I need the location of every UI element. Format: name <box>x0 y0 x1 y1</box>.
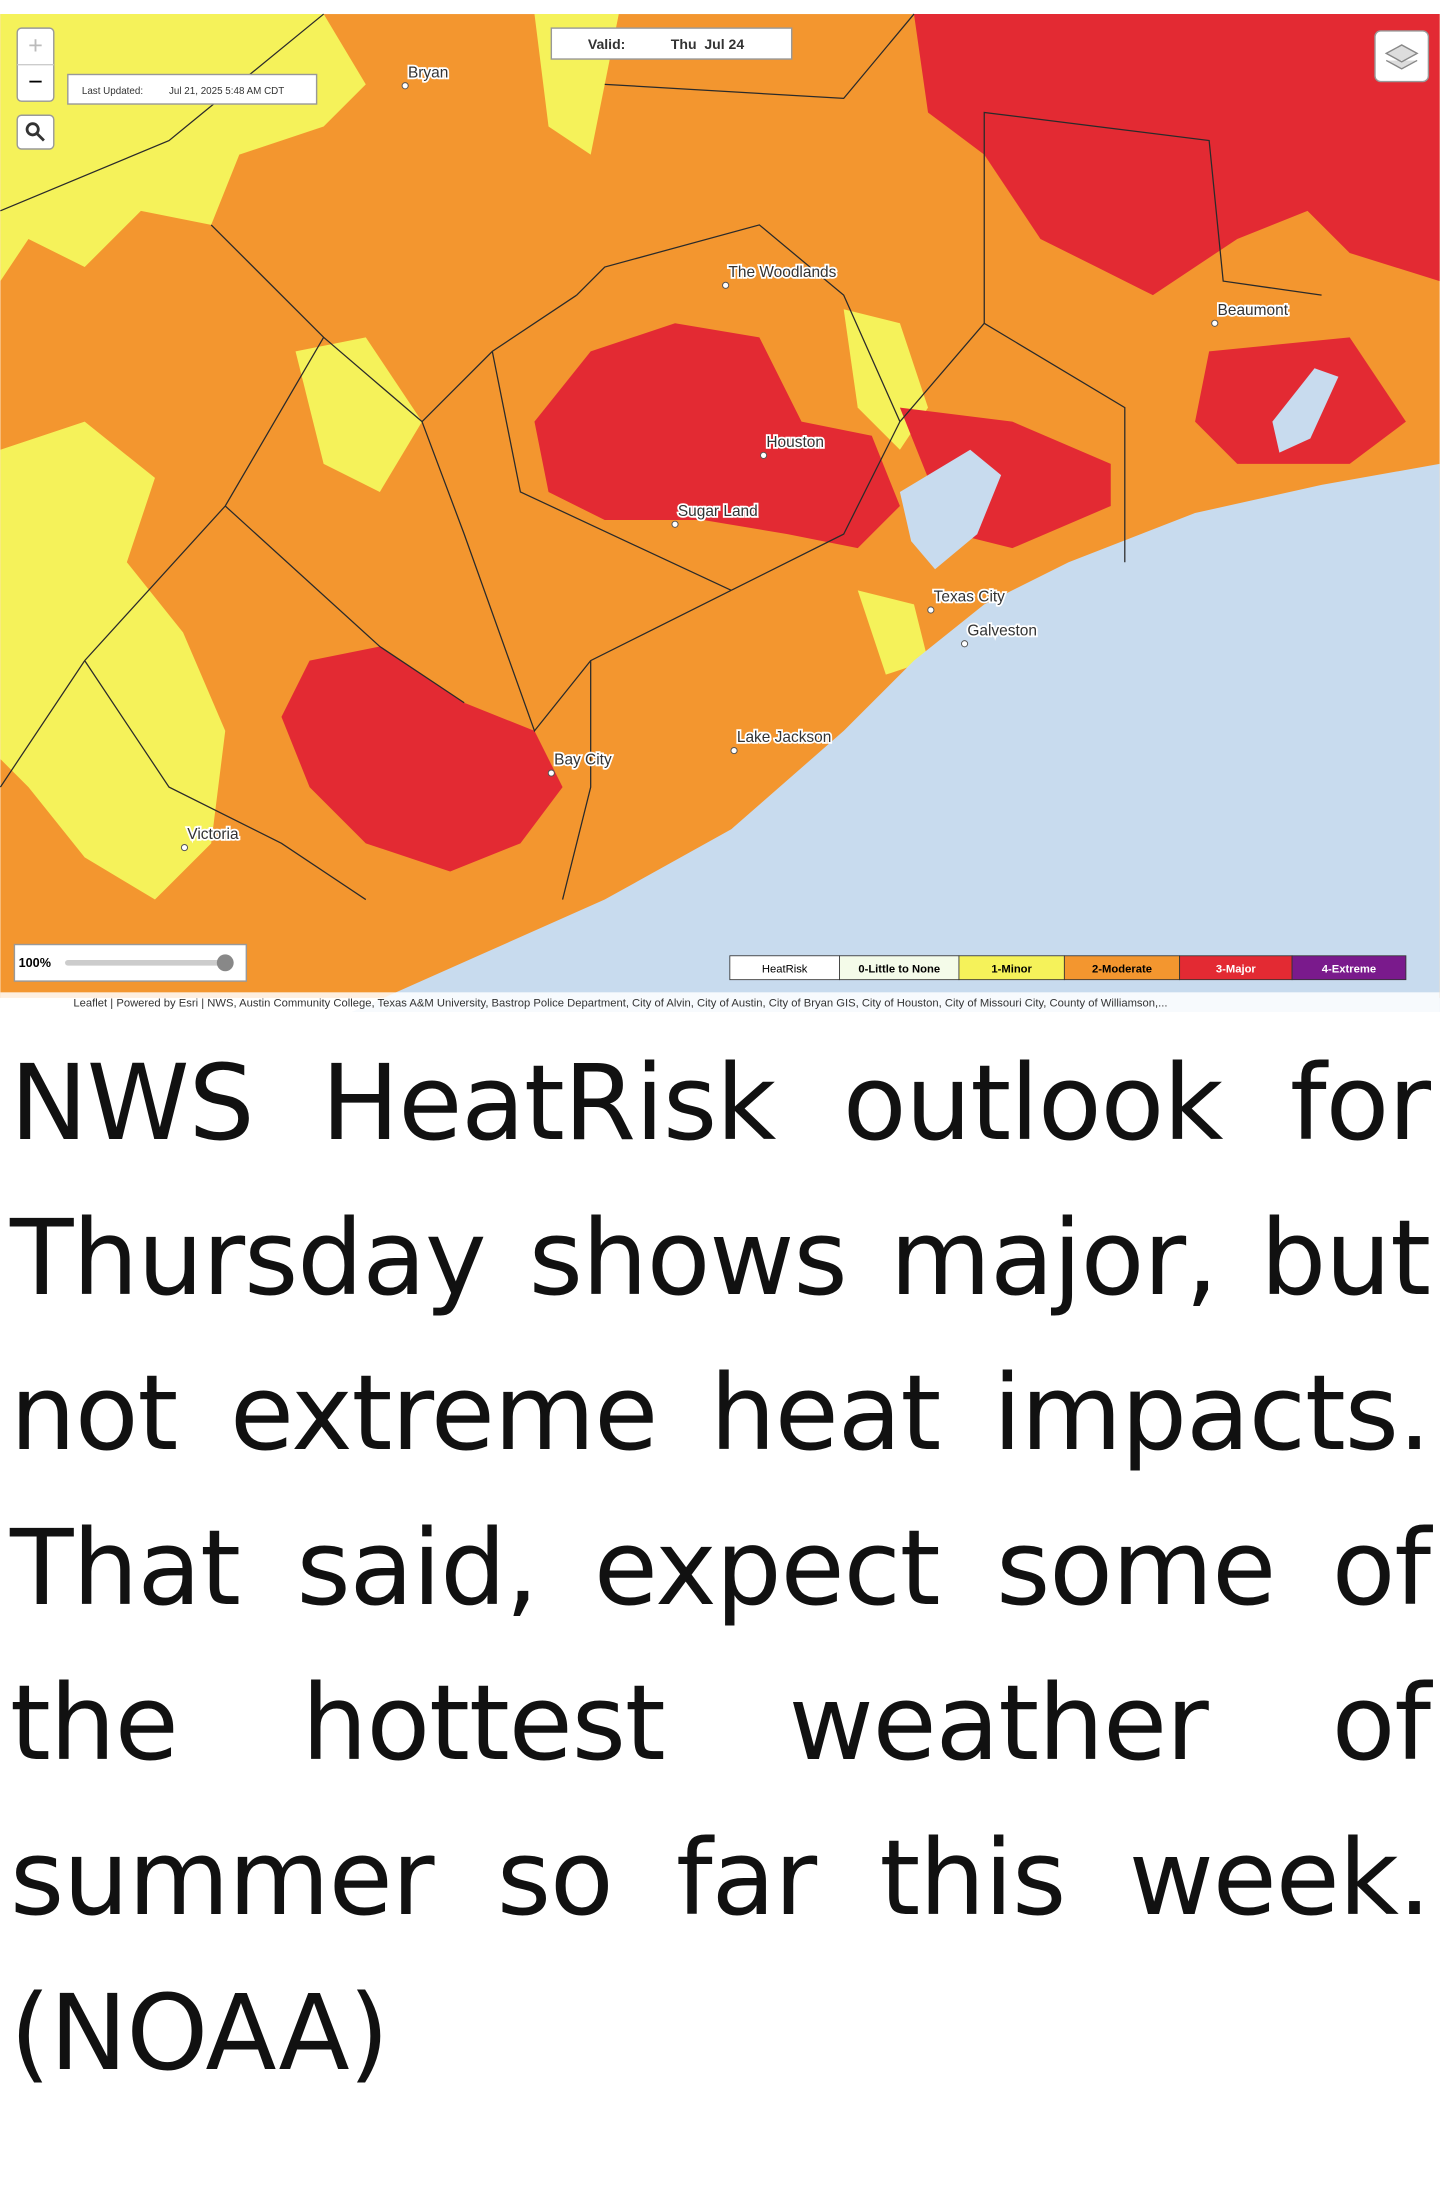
city-dot <box>180 843 189 852</box>
city-label: Sugar Land <box>678 503 758 520</box>
city-label: The Woodlands <box>728 264 836 281</box>
county-line <box>491 351 732 591</box>
county-line <box>983 111 1322 324</box>
major-area <box>534 323 900 549</box>
city-label: Bryan <box>408 64 448 81</box>
city-dot <box>759 451 768 459</box>
minor-area <box>0 421 226 900</box>
last-updated-box <box>67 73 318 105</box>
county-line <box>224 505 465 704</box>
city-label: Bay City <box>554 752 612 769</box>
legend-title: HeatRisk <box>762 964 808 976</box>
city-label: Galveston <box>967 622 1037 639</box>
city-label: Lake Jackson <box>737 729 832 746</box>
city-label: Houston <box>766 434 824 451</box>
minor-area <box>857 590 929 675</box>
major-area <box>281 646 563 872</box>
county-line <box>0 337 325 788</box>
city-label: Beaumont <box>1218 302 1289 319</box>
map-tiles: Bryan The Woodlands Houston Sugar Land Beaum… <box>0 13 1440 1012</box>
last-updated: Jul 21, 2025 5:48 AM CDT <box>169 86 284 97</box>
opacity-label: 100% <box>19 956 51 970</box>
legend: HeatRisk 0-Little to None 1-Minor 2-Moderat… <box>729 955 1407 981</box>
city-dot <box>1211 319 1219 327</box>
county-line <box>576 224 901 591</box>
map-controls: + − Last Updated: Jul 21, 2025 5:48 AM C… <box>0 27 1440 1012</box>
sea <box>351 463 1440 1012</box>
bay <box>899 449 1002 570</box>
attribution: Leaflet | Powered by Esri | NWS, Austin … <box>73 997 1167 1009</box>
legend-label: 0-Little to None <box>858 964 940 976</box>
valid-label: Valid: <box>588 36 625 52</box>
city-dot <box>401 82 409 90</box>
legend-swatch <box>1291 955 1407 981</box>
major-area <box>913 14 1440 296</box>
last-updated-label: Last Updated: <box>82 86 143 97</box>
city-dot <box>960 640 969 648</box>
caption: NWS HeatRisk outlook for Thursday shows … <box>10 1042 1431 2094</box>
city-dot <box>547 769 555 777</box>
valid-box <box>550 27 793 60</box>
zoom-out[interactable]: − <box>28 68 43 96</box>
legend-label: 3-Major <box>1216 964 1257 976</box>
city-dot <box>730 746 738 755</box>
county-line <box>899 322 1126 563</box>
bay <box>1272 368 1339 453</box>
city-dot <box>671 520 679 528</box>
legend-label: 1-Minor <box>991 964 1032 976</box>
slider-handle[interactable] <box>216 954 234 972</box>
city-dot <box>722 281 730 289</box>
county-line <box>604 13 915 100</box>
county-line <box>0 13 325 212</box>
legend-label: 2-Moderate <box>1092 964 1152 976</box>
search-button[interactable] <box>16 114 55 150</box>
minor-area <box>295 337 423 492</box>
county-line <box>84 660 367 901</box>
legend-label: 4-Extreme <box>1322 964 1376 976</box>
county-line <box>421 421 732 733</box>
city-label: Texas City <box>934 589 1006 606</box>
city-dot <box>927 606 935 614</box>
heat-map: Bryan The Woodlands Houston Sugar Land Beaum… <box>0 13 1440 1012</box>
zoom-in[interactable]: + <box>28 31 43 59</box>
city-label: Victoria <box>187 826 239 843</box>
valid-date: Thu Jul 24 <box>671 36 745 52</box>
county-line <box>561 660 592 900</box>
